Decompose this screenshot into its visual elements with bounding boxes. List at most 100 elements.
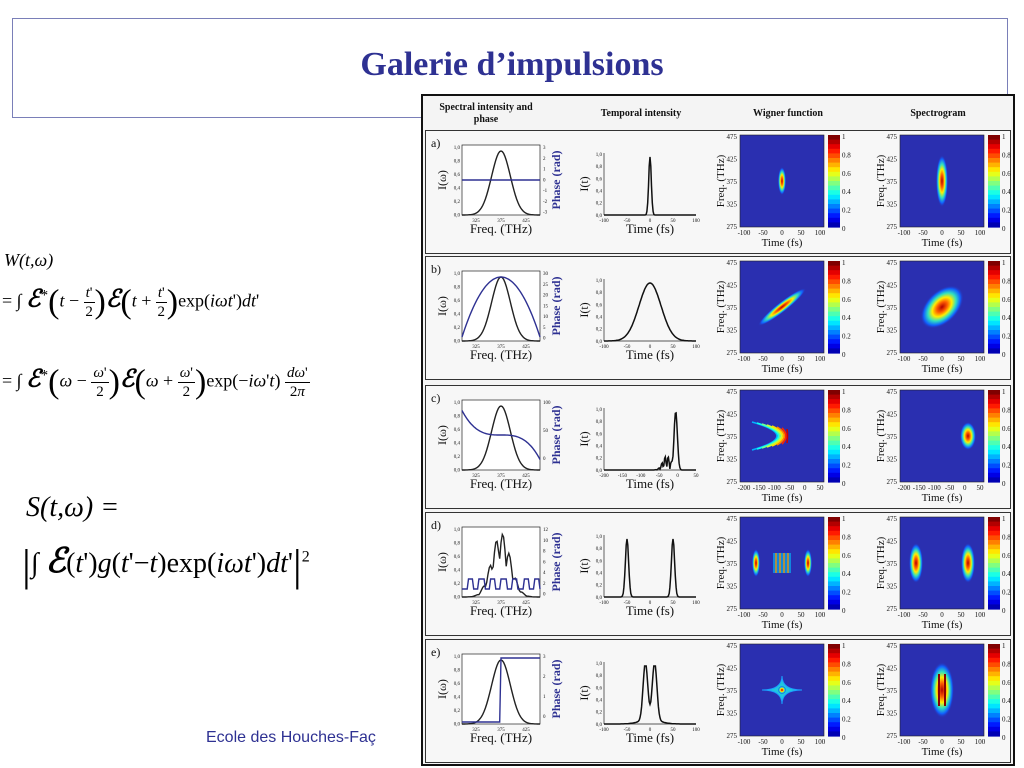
- colorbar-tick: 0.6: [1002, 296, 1011, 304]
- map-xlabel: Time (fs): [922, 237, 963, 249]
- colorbar-segment: [828, 540, 840, 546]
- colorbar-tick: 1: [842, 388, 846, 396]
- colorbar-segment: [828, 334, 840, 340]
- colorbar-segment: [988, 185, 1000, 191]
- wigner-equation-line2: = ∫ ℰ*(ω − ω' 2)ℰ(ω + ω' 2)exp(−iω't) dω' 2…: [2, 363, 310, 401]
- intensity-blob: [930, 662, 954, 718]
- temporal-x-tick: -100: [599, 601, 609, 606]
- time-tick: 50: [798, 611, 806, 619]
- colorbar-segment: [988, 413, 1000, 419]
- map-xlabel: Time (fs): [762, 619, 803, 631]
- colorbar-tick: 0.4: [1002, 570, 1011, 578]
- temporal-x-tick: -50: [624, 345, 631, 350]
- colorbar-segment: [828, 535, 840, 541]
- temporal-y-tick: 0,2: [596, 584, 603, 589]
- intensity-tick: 0,2: [454, 455, 461, 460]
- time-tick: -100: [898, 611, 911, 619]
- freq-tick: 325: [727, 709, 738, 717]
- wigner-fringe: [766, 424, 783, 448]
- colorbar-segment: [828, 436, 840, 442]
- time-tick: -50: [918, 355, 928, 363]
- colorbar-segment: [828, 190, 840, 196]
- spectral-xlabel: Freq. (THz): [470, 603, 532, 618]
- phase-tick: 2: [543, 582, 546, 587]
- spectrogram-lhs-text: S(t,ω) =: [26, 492, 120, 523]
- colorbar-segment: [988, 334, 1000, 340]
- phase-tick: 3: [543, 146, 546, 151]
- time-tick: 100: [815, 611, 826, 619]
- intensity-blob: [804, 549, 812, 577]
- colorbar-segment: [828, 699, 840, 705]
- intensity-tick: 0,4: [454, 441, 461, 446]
- colorbar-segment: [828, 449, 840, 455]
- colorbar-segment: [828, 162, 840, 168]
- colorbar-segment: [988, 208, 1000, 214]
- colorbar-segment: [828, 199, 840, 205]
- colorbar-tick: 0: [842, 607, 846, 615]
- colorbar-segment: [988, 549, 1000, 555]
- wigner-equation-line1: = ∫ ℰ*(t − t' 2)ℰ(t + t' 2)exp(iωt')dt': [2, 283, 260, 321]
- freq-tick: 375: [727, 178, 738, 186]
- colorbar-tick: 0.4: [1002, 443, 1011, 451]
- colorbar-segment: [828, 648, 840, 654]
- figure-row: a) 1,0 0,8 0,6 0,4 0,2 0,0 3 2 1 0 -1 -2 -3 325 375 425 F…: [425, 130, 1011, 254]
- colorbar-segment: [988, 468, 1000, 474]
- colorbar-segment: [828, 604, 840, 610]
- colorbar-segment: [828, 284, 840, 290]
- freq-tick: 275: [727, 732, 738, 740]
- colorbar-segment: [988, 449, 1000, 455]
- colorbar-segment: [988, 325, 1000, 331]
- time-tick: -100: [898, 229, 911, 237]
- colorbar-segment: [988, 181, 1000, 187]
- spectral-xlabel: Freq. (THz): [470, 730, 532, 745]
- freq-tick: 475: [727, 515, 738, 523]
- column-header-spectrogram: Spectrogram: [873, 108, 1003, 120]
- colorbar-segment: [828, 293, 840, 299]
- wigner-fringe: [776, 426, 786, 446]
- intensity-blob: [778, 167, 786, 195]
- colorbar-segment: [828, 676, 840, 682]
- phase-tick: 30: [543, 272, 549, 277]
- colorbar-segment: [988, 297, 1000, 303]
- phase-tick: 2: [543, 157, 546, 162]
- colorbar-segment: [988, 316, 1000, 322]
- freq-tick: 475: [887, 133, 898, 141]
- colorbar-segment: [988, 144, 1000, 150]
- colorbar-segment: [988, 662, 1000, 668]
- phase-tick: 3: [543, 655, 546, 660]
- colorbar-segment: [828, 176, 840, 182]
- colorbar-tick: 0.6: [842, 170, 851, 178]
- figure-row: d) 1,0 0,8 0,6 0,4 0,2 0,0 12 10 8 6 4 2 0 325 375 425 Fr…: [425, 512, 1011, 636]
- wigner-fringe: [761, 423, 781, 449]
- colorbar-segment: [988, 302, 1000, 308]
- temporal-x-tick: 0: [649, 728, 652, 733]
- colorbar-segment: [828, 399, 840, 405]
- colorbar-segment: [988, 176, 1000, 182]
- intensity-tick: 0,8: [454, 541, 461, 546]
- colorbar-tick: 0.6: [1002, 679, 1011, 687]
- intensity-tick: 0,0: [454, 468, 461, 473]
- colorbar-segment: [828, 590, 840, 596]
- colorbar-segment: [828, 297, 840, 303]
- colorbar-segment: [828, 413, 840, 419]
- intensity-tick: 0,4: [454, 695, 461, 700]
- colorbar-segment: [828, 144, 840, 150]
- freq-tick: 425: [727, 281, 738, 289]
- temporal-intensity-curve: [604, 282, 696, 342]
- colorbar-segment: [828, 680, 840, 686]
- time-tick: -50: [758, 738, 768, 746]
- freq-tick: 375: [887, 433, 898, 441]
- colorbar-segment: [828, 320, 840, 326]
- colorbar-segment: [828, 307, 840, 313]
- temporal-y-tick: 0,4: [596, 189, 603, 194]
- phase-tick: 0: [543, 178, 546, 183]
- colorbar-segment: [828, 339, 840, 345]
- temporal-x-tick: 50: [694, 474, 700, 479]
- time-tick: 50: [798, 229, 806, 237]
- colorbar-segment: [988, 699, 1000, 705]
- time-tick: 0: [940, 229, 944, 237]
- temporal-intensity-curve: [604, 665, 696, 725]
- colorbar-segment: [828, 463, 840, 469]
- time-tick: 50: [958, 355, 966, 363]
